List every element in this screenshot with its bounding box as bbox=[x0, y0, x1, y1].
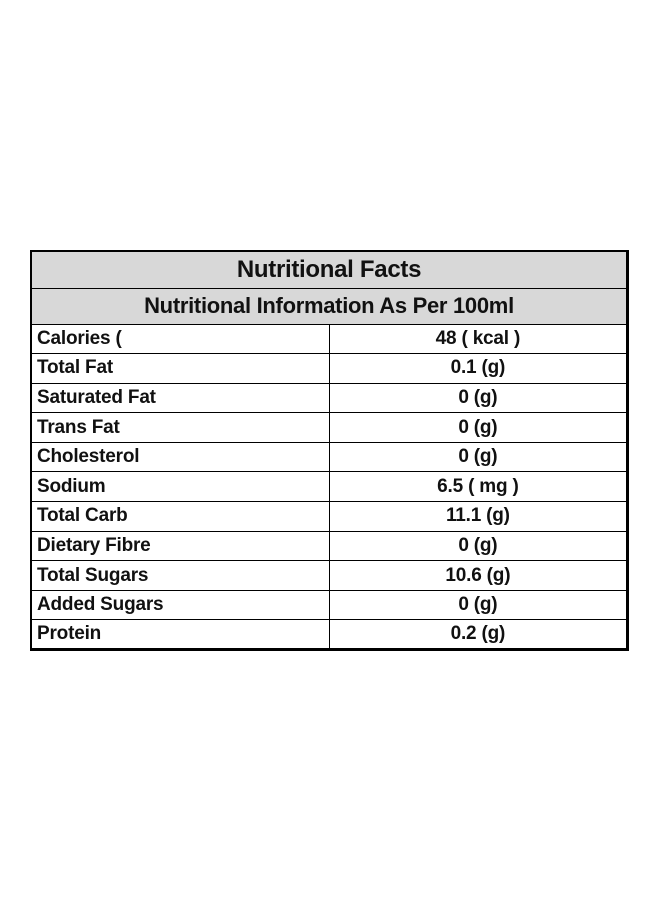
nutrient-value-saturated-fat: 0 (g) bbox=[328, 382, 629, 414]
table-title-row: Nutritional Facts bbox=[30, 250, 628, 289]
nutrient-value-protein: 0.2 (g) bbox=[328, 619, 629, 651]
table-row: Dietary Fibre 0 (g) bbox=[30, 530, 629, 562]
nutrient-name-trans-fat: Trans Fat bbox=[30, 412, 330, 443]
nutrient-name-cholesterol: Cholesterol bbox=[30, 441, 330, 473]
nutrient-name-saturated-fat: Saturated Fat bbox=[30, 382, 330, 414]
table-subtitle-row: Nutritional Information As Per 100ml bbox=[30, 287, 628, 325]
nutrient-name-protein: Protein bbox=[30, 619, 330, 651]
nutrient-name-sodium: Sodium bbox=[30, 471, 330, 503]
nutrient-value-total-sugars: 10.6 (g) bbox=[328, 560, 629, 591]
table-row: Calories ( 48 ( kcal ) bbox=[30, 323, 629, 355]
nutrient-name-dietary-fibre: Dietary Fibre bbox=[30, 530, 330, 562]
nutrition-facts-table: Nutritional Facts Nutritional Informatio… bbox=[30, 250, 629, 652]
nutrient-name-calories: Calories ( bbox=[30, 323, 330, 355]
table-title: Nutritional Facts bbox=[30, 250, 628, 289]
table-row: Total Carb 11.1 (g) bbox=[30, 501, 629, 532]
nutrient-value-total-fat: 0.1 (g) bbox=[328, 353, 629, 384]
nutrient-value-sodium: 6.5 ( mg ) bbox=[328, 471, 629, 503]
nutrient-value-total-carb: 11.1 (g) bbox=[328, 501, 629, 532]
table-row: Added Sugars 0 (g) bbox=[30, 589, 629, 621]
nutrient-name-total-carb: Total Carb bbox=[30, 501, 330, 532]
table-subtitle: Nutritional Information As Per 100ml bbox=[30, 287, 628, 325]
table-row: Cholesterol 0 (g) bbox=[30, 441, 629, 473]
nutrient-name-added-sugars: Added Sugars bbox=[30, 589, 330, 621]
table-row: Sodium 6.5 ( mg ) bbox=[30, 471, 629, 503]
table-row: Trans Fat 0 (g) bbox=[30, 412, 629, 443]
table-row: Total Fat 0.1 (g) bbox=[30, 353, 629, 384]
nutrient-value-dietary-fibre: 0 (g) bbox=[328, 530, 629, 562]
nutrient-value-trans-fat: 0 (g) bbox=[328, 412, 629, 443]
nutrient-name-total-fat: Total Fat bbox=[30, 353, 330, 384]
table-row: Total Sugars 10.6 (g) bbox=[30, 560, 629, 591]
table-row: Protein 0.2 (g) bbox=[30, 619, 629, 651]
nutrient-value-cholesterol: 0 (g) bbox=[328, 441, 629, 473]
nutrient-value-calories: 48 ( kcal ) bbox=[328, 323, 629, 355]
table-row: Saturated Fat 0 (g) bbox=[30, 382, 629, 414]
nutrient-value-added-sugars: 0 (g) bbox=[328, 589, 629, 621]
nutrient-name-total-sugars: Total Sugars bbox=[30, 560, 330, 591]
